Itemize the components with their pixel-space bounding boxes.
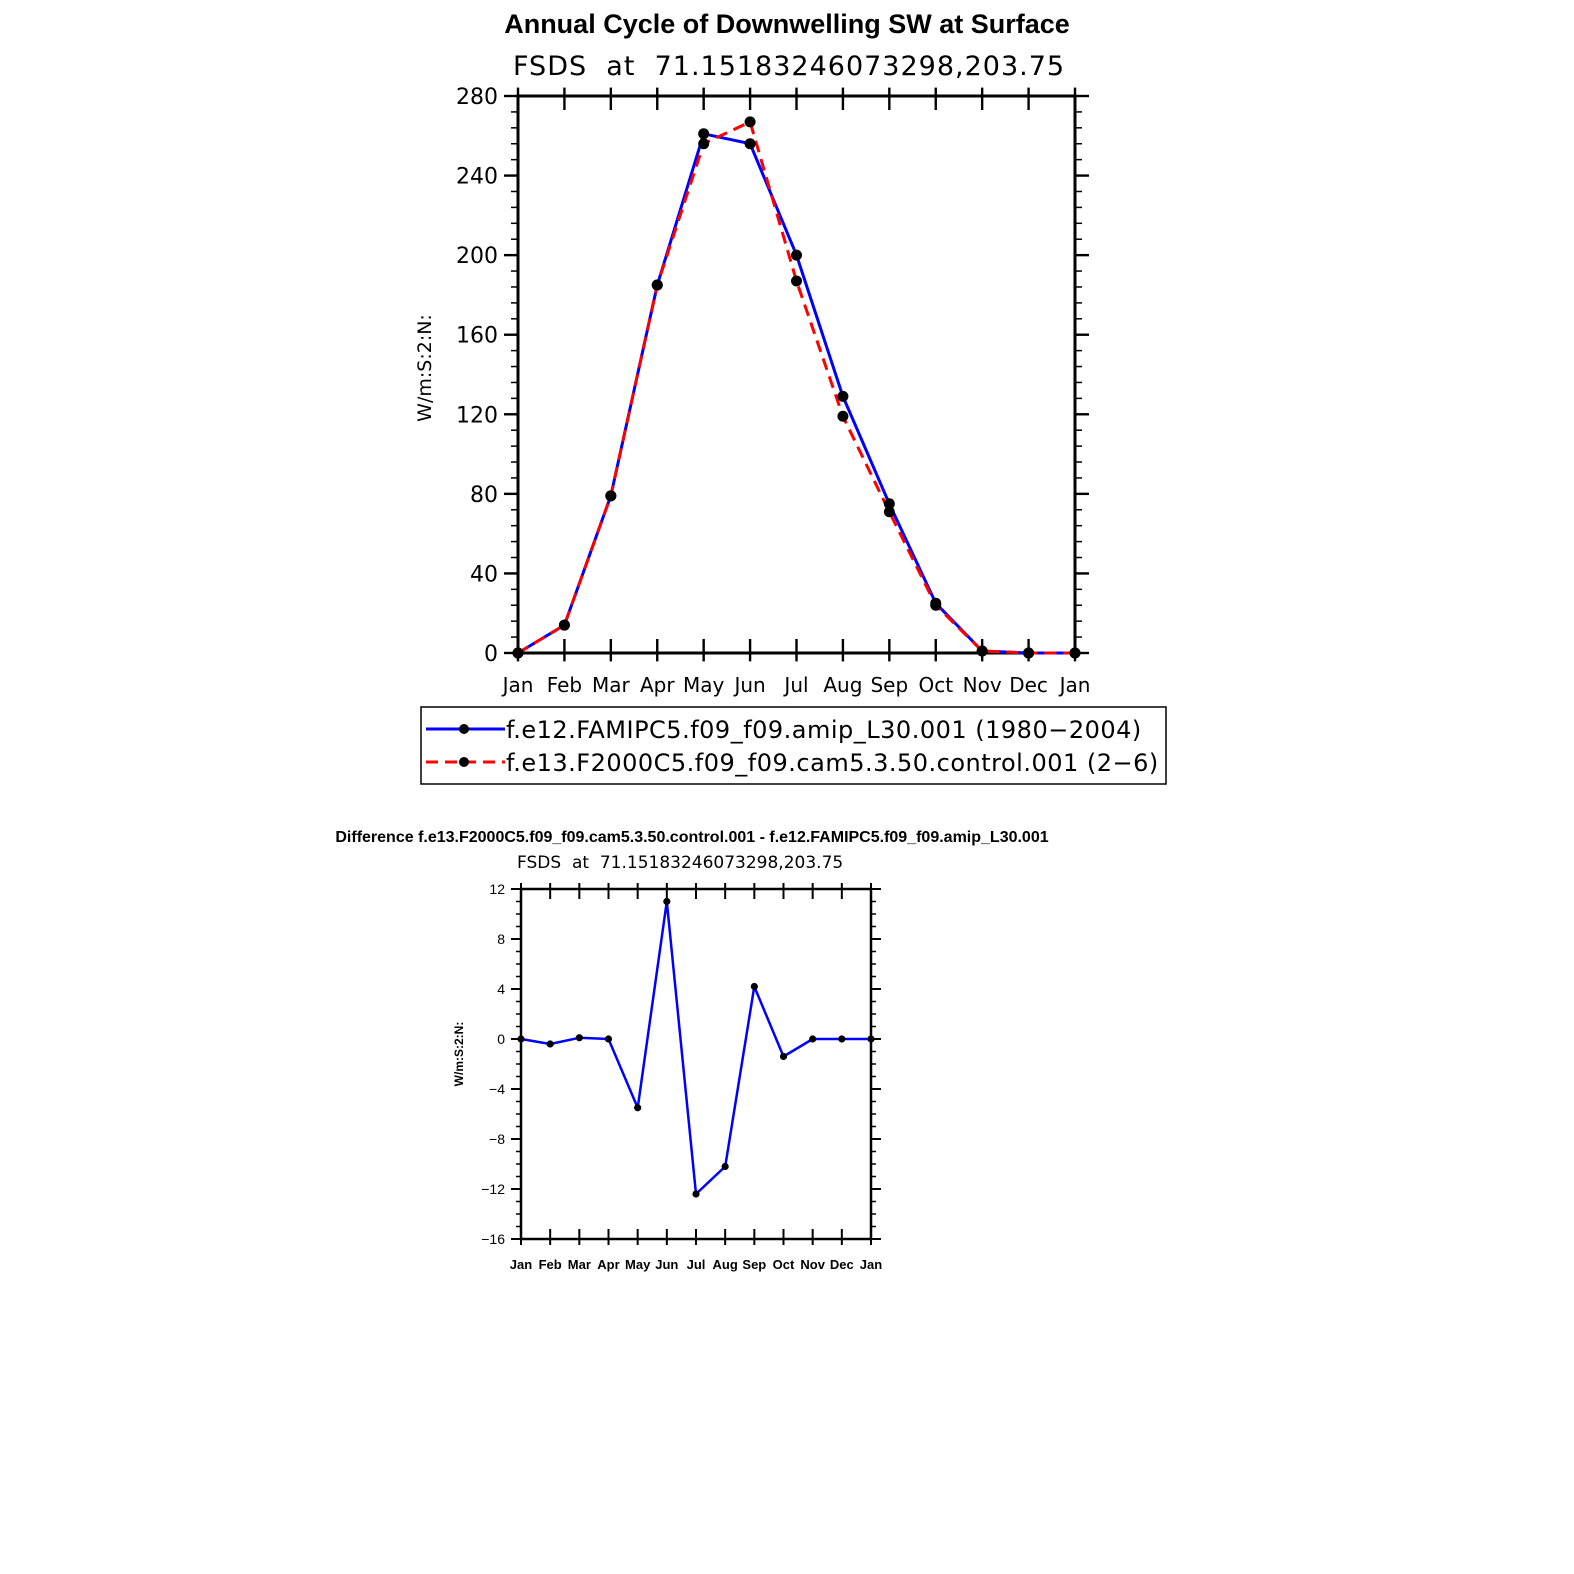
series-2-line bbox=[517, 120, 1075, 655]
x-tick-label: Aug bbox=[823, 673, 862, 697]
series-1-line bbox=[520, 900, 871, 1196]
x-tick-label: Oct bbox=[918, 673, 953, 697]
series-1-point bbox=[750, 982, 758, 991]
series-1-point bbox=[837, 390, 849, 402]
series-1-point bbox=[517, 1035, 525, 1043]
series-1-point bbox=[721, 1162, 729, 1171]
y-tick-label: 120 bbox=[456, 403, 498, 428]
y-tick-label: 80 bbox=[470, 483, 498, 508]
x-tick-label: Apr bbox=[640, 673, 675, 697]
series-2-point bbox=[791, 275, 802, 287]
y-tick-label: 12 bbox=[489, 881, 505, 897]
x-tick-label: Nov bbox=[800, 1257, 825, 1272]
x-tick-label: Oct bbox=[773, 1257, 795, 1272]
y-tick-label: −8 bbox=[489, 1131, 505, 1147]
legend-label-series-2: f.e13.F2000C5.f09_f09.cam5.3.50.control.… bbox=[506, 749, 1159, 777]
chart2-title: Difference f.e13.F2000C5.f09_f09.cam5.3.… bbox=[335, 829, 1048, 846]
series-1-point bbox=[692, 1190, 700, 1198]
x-tick-label: Jan bbox=[501, 673, 534, 697]
x-tick-label: Apr bbox=[597, 1257, 619, 1272]
series-1-point bbox=[867, 1035, 875, 1043]
chart1-title: Annual Cycle of Downwelling SW at Surfac… bbox=[504, 9, 1070, 39]
chart1-legend: f.e12.FAMIPC5.f09_f09.amip_L30.001 (1980… bbox=[420, 706, 1167, 785]
series-2-point bbox=[930, 599, 942, 611]
x-tick-label: Jan bbox=[510, 1257, 532, 1272]
y-tick-label: 40 bbox=[470, 562, 498, 587]
series-2-point bbox=[837, 410, 849, 422]
chart2-plot-area bbox=[517, 897, 875, 1198]
x-tick-label: Nov bbox=[963, 673, 1002, 697]
x-tick-label: Mar bbox=[568, 1257, 591, 1272]
x-tick-label: Dec bbox=[830, 1257, 854, 1272]
y-tick-label: −16 bbox=[481, 1231, 505, 1247]
series-2-point bbox=[744, 116, 756, 128]
series-2-point bbox=[883, 506, 895, 518]
x-tick-label: Jun bbox=[732, 673, 765, 697]
y-tick-label: −4 bbox=[489, 1081, 505, 1097]
series-1-point bbox=[791, 249, 802, 261]
series-2-point bbox=[605, 490, 617, 502]
series-1-point bbox=[575, 1034, 583, 1042]
legend-marker-series-1 bbox=[459, 724, 469, 734]
series-1-point bbox=[838, 1035, 846, 1043]
series-1-point bbox=[779, 1052, 788, 1061]
x-tick-label: Feb bbox=[539, 1257, 562, 1272]
x-tick-label: Mar bbox=[592, 673, 631, 697]
series-2-point bbox=[558, 619, 570, 631]
series-2-point bbox=[512, 647, 524, 659]
series-1-line bbox=[517, 132, 1075, 655]
chart1-axes: 0 40 80 120 160 200 240 280 Jan Feb Mar Apr May Jun Ju… bbox=[456, 85, 1090, 697]
x-tick-label: May bbox=[683, 673, 725, 697]
x-tick-label: Jun bbox=[655, 1257, 678, 1272]
series-1-point bbox=[809, 1035, 817, 1043]
series-2-point bbox=[1069, 647, 1081, 659]
chart1-plot-area bbox=[512, 116, 1081, 659]
x-tick-label: Sep bbox=[870, 673, 908, 697]
chart2-axes: −16 −12 −8 −4 0 4 8 12 Jan Feb Mar Apr May Jun Jul Aug S… bbox=[481, 881, 882, 1272]
plot-frame bbox=[516, 94, 1077, 655]
chart2-subtitle: FSDS at 71.15183246073298,203.75 bbox=[517, 853, 843, 873]
series-2-point bbox=[1023, 647, 1035, 659]
series-1-point bbox=[634, 1104, 642, 1112]
legend-label-series-1: f.e12.FAMIPC5.f09_f09.amip_L30.001 (1980… bbox=[506, 716, 1142, 744]
series-1-point bbox=[698, 128, 710, 140]
x-tick-label: Sep bbox=[742, 1257, 766, 1272]
y-tick-label: 160 bbox=[456, 324, 498, 349]
series-1-point bbox=[883, 498, 895, 510]
y-tick-label: 0 bbox=[497, 1031, 505, 1047]
series-2-point bbox=[976, 645, 988, 657]
y-tick-label: 0 bbox=[484, 642, 498, 667]
x-tick-label: Jul bbox=[687, 1257, 706, 1272]
chart1-subtitle: FSDS at 71.15183246073298,203.75 bbox=[513, 51, 1065, 82]
x-tick-label: Feb bbox=[547, 673, 582, 697]
y-tick-label: 200 bbox=[456, 244, 498, 269]
series-2-point bbox=[698, 138, 710, 150]
x-tick-label: Jan bbox=[1058, 673, 1091, 697]
x-tick-label: Dec bbox=[1009, 673, 1048, 697]
y-tick-label: 4 bbox=[497, 981, 505, 997]
y-tick-label: −12 bbox=[481, 1181, 505, 1197]
legend-marker-series-2 bbox=[459, 757, 469, 767]
series-1-point bbox=[744, 138, 756, 150]
series-1-point bbox=[546, 1040, 554, 1048]
y-tick-label: 240 bbox=[456, 165, 498, 190]
x-tick-label: May bbox=[625, 1257, 651, 1272]
chart1-ylabel: W/m:S:2:N: bbox=[414, 314, 436, 422]
y-tick-label: 8 bbox=[497, 931, 505, 947]
x-tick-label: Jul bbox=[782, 673, 808, 697]
series-1-point bbox=[663, 897, 671, 906]
x-tick-label: Jan bbox=[860, 1257, 882, 1272]
y-tick-label: 280 bbox=[456, 85, 498, 110]
series-2-point bbox=[651, 279, 663, 291]
chart2-ylabel: W/m:S:2:N: bbox=[452, 1022, 466, 1087]
series-1-point bbox=[604, 1035, 613, 1043]
x-tick-label: Aug bbox=[713, 1257, 738, 1272]
